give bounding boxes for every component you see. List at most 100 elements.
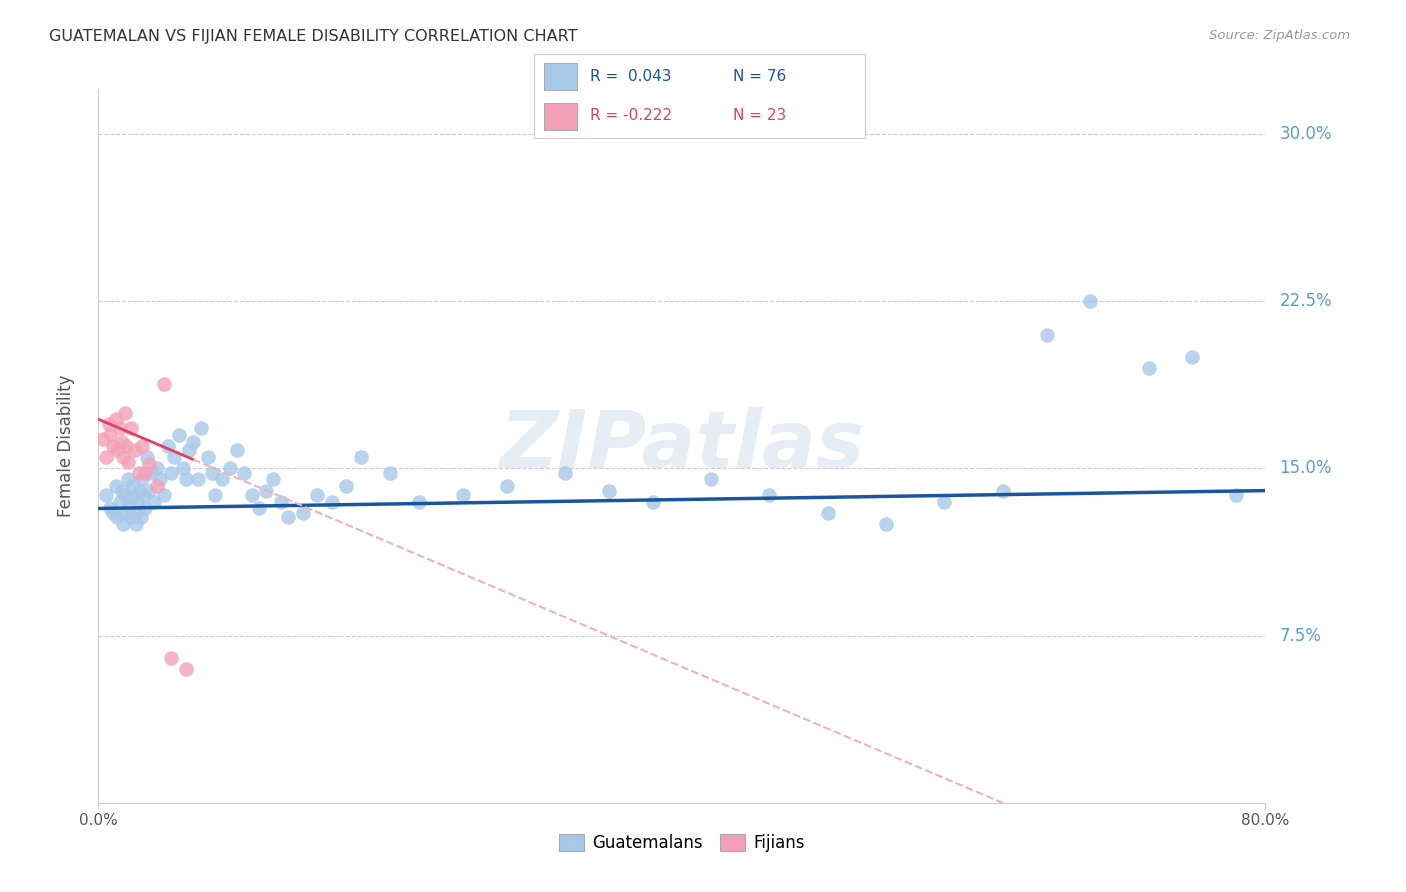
Point — [104, 412, 127, 426]
Point — [153, 376, 176, 391]
Point — [112, 450, 135, 465]
Point — [128, 483, 150, 498]
Point — [204, 488, 226, 502]
Point — [124, 443, 146, 458]
Point — [167, 427, 190, 442]
Point — [875, 517, 897, 532]
Point — [1181, 350, 1204, 364]
Text: Source: ZipAtlas.com: Source: ZipAtlas.com — [1209, 29, 1350, 42]
Point — [817, 506, 839, 520]
Point — [554, 466, 576, 480]
Text: R = -0.222: R = -0.222 — [591, 108, 672, 123]
Point — [991, 483, 1014, 498]
Text: GUATEMALAN VS FIJIAN FEMALE DISABILITY CORRELATION CHART: GUATEMALAN VS FIJIAN FEMALE DISABILITY C… — [49, 29, 578, 44]
Point — [218, 461, 240, 475]
Point — [335, 479, 357, 493]
Point — [132, 488, 155, 502]
Point — [291, 506, 314, 520]
Point — [134, 501, 156, 516]
Point — [138, 457, 160, 471]
Point — [160, 651, 183, 665]
Point — [408, 494, 430, 508]
Point — [120, 421, 142, 435]
Point — [105, 510, 128, 524]
Text: 22.5%: 22.5% — [1279, 292, 1331, 310]
Point — [101, 506, 124, 520]
Point — [211, 473, 233, 487]
Point — [1080, 293, 1102, 308]
Point — [122, 479, 145, 493]
Point — [121, 490, 143, 504]
Text: 30.0%: 30.0% — [1279, 125, 1331, 143]
Point — [112, 517, 135, 532]
Text: ZIPatlas: ZIPatlas — [499, 407, 865, 485]
Point — [174, 662, 197, 676]
Point — [174, 473, 197, 487]
Point — [131, 439, 153, 453]
Point — [98, 427, 121, 442]
Point — [163, 450, 186, 465]
Point — [120, 510, 142, 524]
Point — [240, 488, 263, 502]
Point — [101, 439, 124, 453]
Point — [187, 473, 209, 487]
Point — [114, 488, 136, 502]
Point — [277, 510, 299, 524]
Text: N = 23: N = 23 — [733, 108, 786, 123]
Point — [177, 443, 200, 458]
Point — [146, 461, 169, 475]
Point — [124, 506, 146, 520]
Point — [160, 466, 183, 480]
Point — [254, 483, 277, 498]
Point — [110, 421, 132, 435]
Point — [598, 483, 620, 498]
Point — [1035, 327, 1057, 342]
Point — [641, 494, 664, 508]
Point — [149, 473, 172, 487]
Legend: Guatemalans, Fijians: Guatemalans, Fijians — [553, 827, 811, 859]
Point — [146, 479, 169, 493]
Point — [104, 479, 127, 493]
Text: R =  0.043: R = 0.043 — [591, 69, 672, 84]
Text: 15.0%: 15.0% — [1279, 459, 1331, 477]
Point — [91, 433, 114, 447]
Point — [451, 488, 474, 502]
Point — [117, 455, 139, 469]
Point — [128, 466, 150, 480]
Point — [262, 473, 284, 487]
Point — [134, 466, 156, 480]
Point — [197, 450, 219, 465]
Point — [131, 473, 153, 487]
Point — [1137, 360, 1160, 375]
Point — [94, 450, 117, 465]
Point — [127, 494, 149, 508]
Point — [153, 488, 176, 502]
Point — [233, 466, 256, 480]
Point — [94, 488, 117, 502]
Point — [247, 501, 270, 516]
Point — [226, 443, 249, 458]
Point — [700, 473, 723, 487]
Point — [129, 510, 152, 524]
Point — [98, 501, 121, 516]
Point — [201, 466, 224, 480]
Point — [172, 461, 194, 475]
Point — [139, 466, 162, 480]
Point — [138, 483, 160, 498]
Point — [270, 494, 292, 508]
Point — [1225, 488, 1247, 502]
Point — [105, 443, 128, 458]
Point — [114, 405, 136, 420]
Point — [321, 494, 343, 508]
Text: 7.5%: 7.5% — [1279, 626, 1322, 645]
Point — [758, 488, 780, 502]
Point — [181, 434, 204, 449]
Point — [117, 473, 139, 487]
Point — [934, 494, 956, 508]
Point — [157, 439, 180, 453]
Point — [111, 434, 134, 449]
FancyBboxPatch shape — [544, 62, 578, 90]
Point — [495, 479, 517, 493]
Point — [111, 483, 134, 498]
Point — [97, 417, 120, 431]
